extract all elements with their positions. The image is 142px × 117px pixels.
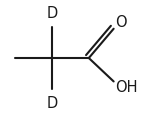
Text: D: D [46, 6, 58, 21]
Text: OH: OH [115, 80, 138, 95]
Text: O: O [115, 15, 127, 30]
Text: D: D [46, 96, 58, 111]
